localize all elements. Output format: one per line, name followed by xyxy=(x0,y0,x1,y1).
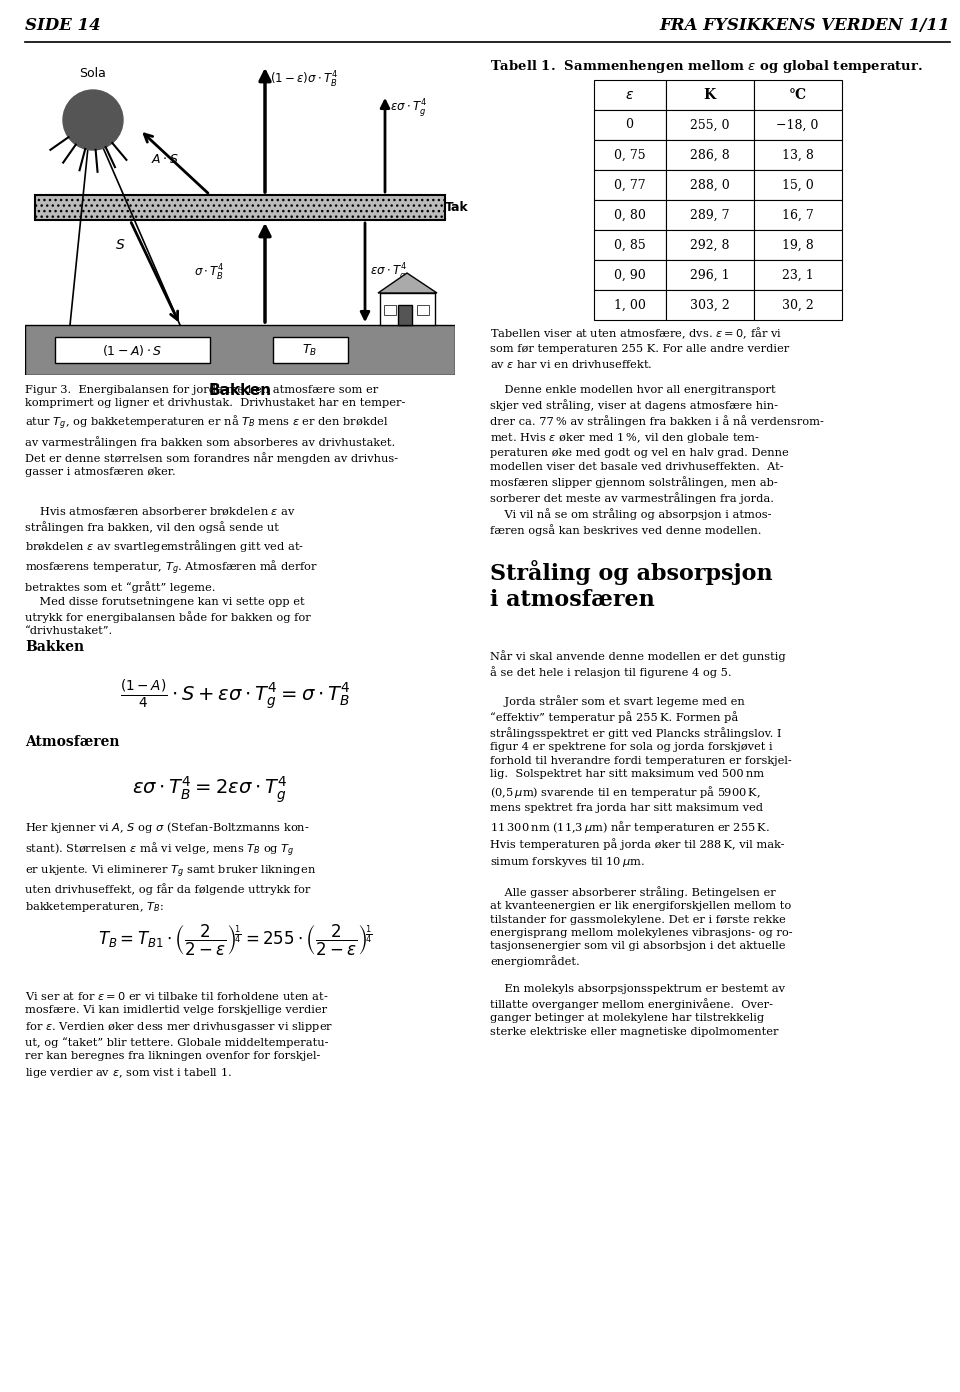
Text: 0, 80: 0, 80 xyxy=(613,209,645,221)
Text: °C: °C xyxy=(788,88,806,102)
Circle shape xyxy=(63,90,123,150)
Text: Denne enkle modellen hvor all energitransport
skjer ved stråling, viser at dagen: Denne enkle modellen hvor all energitran… xyxy=(490,386,824,536)
Text: 288, 0: 288, 0 xyxy=(689,178,730,192)
Bar xyxy=(593,290,665,320)
Text: $\varepsilon\sigma \cdot T_B^4 = 2\varepsilon\sigma \cdot T_g^4$: $\varepsilon\sigma \cdot T_B^4 = 2\varep… xyxy=(132,775,288,806)
Text: 19, 8: 19, 8 xyxy=(781,238,813,252)
Text: $S$: $S$ xyxy=(114,238,125,252)
Text: K: K xyxy=(704,88,715,102)
Text: 0, 85: 0, 85 xyxy=(613,238,645,252)
Bar xyxy=(754,200,842,230)
Text: Når vi skal anvende denne modellen er det gunstig
å se det hele i relasjon til f: Når vi skal anvende denne modellen er de… xyxy=(490,650,793,1037)
Text: Tak: Tak xyxy=(445,200,468,214)
Text: 289, 7: 289, 7 xyxy=(689,209,730,221)
Text: 0, 90: 0, 90 xyxy=(613,269,645,281)
Text: Bakken: Bakken xyxy=(25,640,84,654)
Text: $\frac{(1-A)}{4} \cdot S + \varepsilon\sigma \cdot T_g^4 = \sigma \cdot T_B^4$: $\frac{(1-A)}{4} \cdot S + \varepsilon\s… xyxy=(120,678,350,713)
Bar xyxy=(55,337,210,363)
Text: 16, 7: 16, 7 xyxy=(781,209,813,221)
Text: $(1-A) \cdot S$: $(1-A) \cdot S$ xyxy=(102,342,162,358)
Bar xyxy=(754,290,842,320)
Bar xyxy=(754,260,842,290)
Text: Vi ser at for $\varepsilon = 0$ er vi tilbake til forholdene uten at-
mosfære. V: Vi ser at for $\varepsilon = 0$ er vi ti… xyxy=(25,990,333,1080)
Text: 255, 0: 255, 0 xyxy=(689,118,730,131)
Text: 13, 8: 13, 8 xyxy=(781,149,813,161)
Text: 303, 2: 303, 2 xyxy=(689,298,730,312)
Text: Bakken: Bakken xyxy=(208,383,272,398)
Text: 286, 8: 286, 8 xyxy=(689,149,730,161)
Bar xyxy=(25,324,455,374)
Bar xyxy=(754,170,842,200)
Text: 1, 00: 1, 00 xyxy=(613,298,645,312)
Text: Stråling og absorpsjon
i atmosfæren: Stråling og absorpsjon i atmosfæren xyxy=(490,560,773,611)
Text: Her kjenner vi $A$, $S$ og $\sigma$ (Stefan-Boltzmanns kon-
stant). Størrelsen $: Her kjenner vi $A$, $S$ og $\sigma$ (Ste… xyxy=(25,820,316,913)
Bar xyxy=(665,141,754,170)
Bar xyxy=(35,195,445,220)
Bar xyxy=(273,337,348,363)
Bar xyxy=(665,290,754,320)
Bar xyxy=(665,170,754,200)
Text: $A \cdot S$: $A \cdot S$ xyxy=(152,153,179,166)
Bar xyxy=(593,200,665,230)
Bar xyxy=(398,305,412,324)
Text: $(1-\varepsilon)\sigma \cdot T_B^4$: $(1-\varepsilon)\sigma \cdot T_B^4$ xyxy=(270,70,338,90)
Text: 23, 1: 23, 1 xyxy=(781,269,813,281)
Bar xyxy=(593,230,665,260)
Text: 15, 0: 15, 0 xyxy=(781,178,813,192)
Text: Figur 3.  Energibalansen for jorda med en atmosfære som er
komprimert og ligner : Figur 3. Energibalansen for jorda med en… xyxy=(25,386,405,477)
Text: SIDE 14: SIDE 14 xyxy=(25,17,101,33)
Bar xyxy=(593,141,665,170)
Text: Atmosfæren: Atmosfæren xyxy=(25,735,119,749)
Bar xyxy=(417,305,429,315)
Bar xyxy=(665,79,754,110)
Bar xyxy=(380,292,435,324)
Bar xyxy=(665,230,754,260)
Bar xyxy=(593,110,665,141)
Bar xyxy=(593,79,665,110)
Bar xyxy=(754,79,842,110)
Text: 0: 0 xyxy=(626,118,634,131)
Bar xyxy=(754,110,842,141)
Bar xyxy=(754,141,842,170)
Text: Tabellen viser at uten atmosfære, dvs. $\varepsilon = 0$, får vi
som før tempera: Tabellen viser at uten atmosfære, dvs. $… xyxy=(490,324,789,370)
Bar xyxy=(665,260,754,290)
Polygon shape xyxy=(378,273,437,292)
Text: 0, 75: 0, 75 xyxy=(613,149,645,161)
Text: −18, 0: −18, 0 xyxy=(777,118,819,131)
Text: $\varepsilon\sigma \cdot T_g^4$: $\varepsilon\sigma \cdot T_g^4$ xyxy=(370,262,407,284)
Text: $T_B = T_{B1} \cdot \left(\dfrac{2}{2-\varepsilon}\right)^{\!\frac{1}{4}} = 255 : $T_B = T_{B1} \cdot \left(\dfrac{2}{2-\v… xyxy=(98,923,372,958)
Text: 292, 8: 292, 8 xyxy=(689,238,730,252)
Text: Hvis atmosfæren absorberer brøkdelen $\varepsilon$ av
strålingen fra bakken, vil: Hvis atmosfæren absorberer brøkdelen $\v… xyxy=(25,505,318,636)
Bar xyxy=(665,200,754,230)
Bar xyxy=(665,110,754,141)
Text: $\sigma \cdot T_B^4$: $\sigma \cdot T_B^4$ xyxy=(195,263,225,283)
Text: Sola: Sola xyxy=(80,67,107,79)
Bar xyxy=(593,260,665,290)
Bar xyxy=(384,305,396,315)
Text: 296, 1: 296, 1 xyxy=(689,269,730,281)
Text: 0, 77: 0, 77 xyxy=(613,178,645,192)
Bar xyxy=(593,170,665,200)
Bar xyxy=(754,230,842,260)
Text: Tabell 1.  Sammenhengen mellom $\varepsilon$ og global temperatur.: Tabell 1. Sammenhengen mellom $\varepsil… xyxy=(490,58,924,75)
Text: $\varepsilon$: $\varepsilon$ xyxy=(625,88,634,102)
Text: $T_B$: $T_B$ xyxy=(302,342,318,358)
Text: 30, 2: 30, 2 xyxy=(781,298,813,312)
Text: $\varepsilon\sigma \cdot T_g^4$: $\varepsilon\sigma \cdot T_g^4$ xyxy=(390,97,427,118)
Text: FRA FYSIKKENS VERDEN 1/11: FRA FYSIKKENS VERDEN 1/11 xyxy=(660,17,950,33)
